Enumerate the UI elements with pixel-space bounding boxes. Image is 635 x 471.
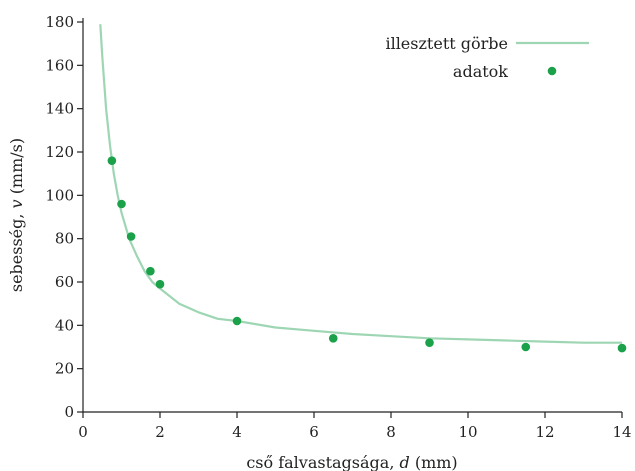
fit-curve-line bbox=[100, 24, 622, 343]
y-tick-label: 140 bbox=[45, 100, 74, 118]
x-tick-label: 10 bbox=[458, 423, 477, 441]
legend-label-fit-curve: illesztett görbe bbox=[385, 34, 508, 53]
x-tick-label: 0 bbox=[78, 423, 88, 441]
data-point bbox=[329, 334, 338, 343]
y-tick-label: 20 bbox=[55, 360, 74, 378]
legend: illesztett görbe adatok bbox=[385, 34, 589, 81]
x-tick-label: 8 bbox=[386, 423, 396, 441]
y-tick-label: 0 bbox=[64, 403, 74, 421]
x-tick-label: 14 bbox=[612, 423, 631, 441]
plot-area bbox=[100, 24, 626, 352]
x-axis: 0 2 4 6 8 10 12 14 bbox=[78, 412, 631, 441]
data-point bbox=[127, 232, 136, 241]
y-tick-label: 180 bbox=[45, 13, 74, 31]
data-point bbox=[108, 156, 117, 165]
data-point bbox=[425, 338, 434, 347]
legend-swatch-data-points bbox=[548, 67, 557, 76]
y-tick-label: 160 bbox=[45, 56, 74, 74]
legend-label-data-points: adatok bbox=[453, 62, 508, 81]
y-tick-label: 80 bbox=[55, 230, 74, 248]
x-tick-label: 4 bbox=[232, 423, 242, 441]
y-tick-label: 120 bbox=[45, 143, 74, 161]
x-tick-label: 2 bbox=[155, 423, 165, 441]
y-tick-label: 100 bbox=[45, 186, 74, 204]
y-tick-label: 60 bbox=[55, 273, 74, 291]
x-axis-title: cső falvastagsága, d (mm) bbox=[246, 453, 457, 471]
y-axis: 0 20 40 60 80 100 120 140 160 180 bbox=[45, 13, 83, 421]
y-axis-title: sebesség, v (mm/s) bbox=[7, 138, 26, 292]
data-point bbox=[117, 200, 126, 209]
data-point bbox=[521, 343, 530, 352]
y-tick-label: 40 bbox=[55, 316, 74, 334]
data-point bbox=[156, 280, 165, 289]
data-point bbox=[146, 267, 155, 276]
data-point bbox=[233, 317, 242, 326]
x-tick-label: 6 bbox=[309, 423, 319, 441]
x-tick-label: 12 bbox=[535, 423, 554, 441]
data-point bbox=[618, 344, 627, 353]
